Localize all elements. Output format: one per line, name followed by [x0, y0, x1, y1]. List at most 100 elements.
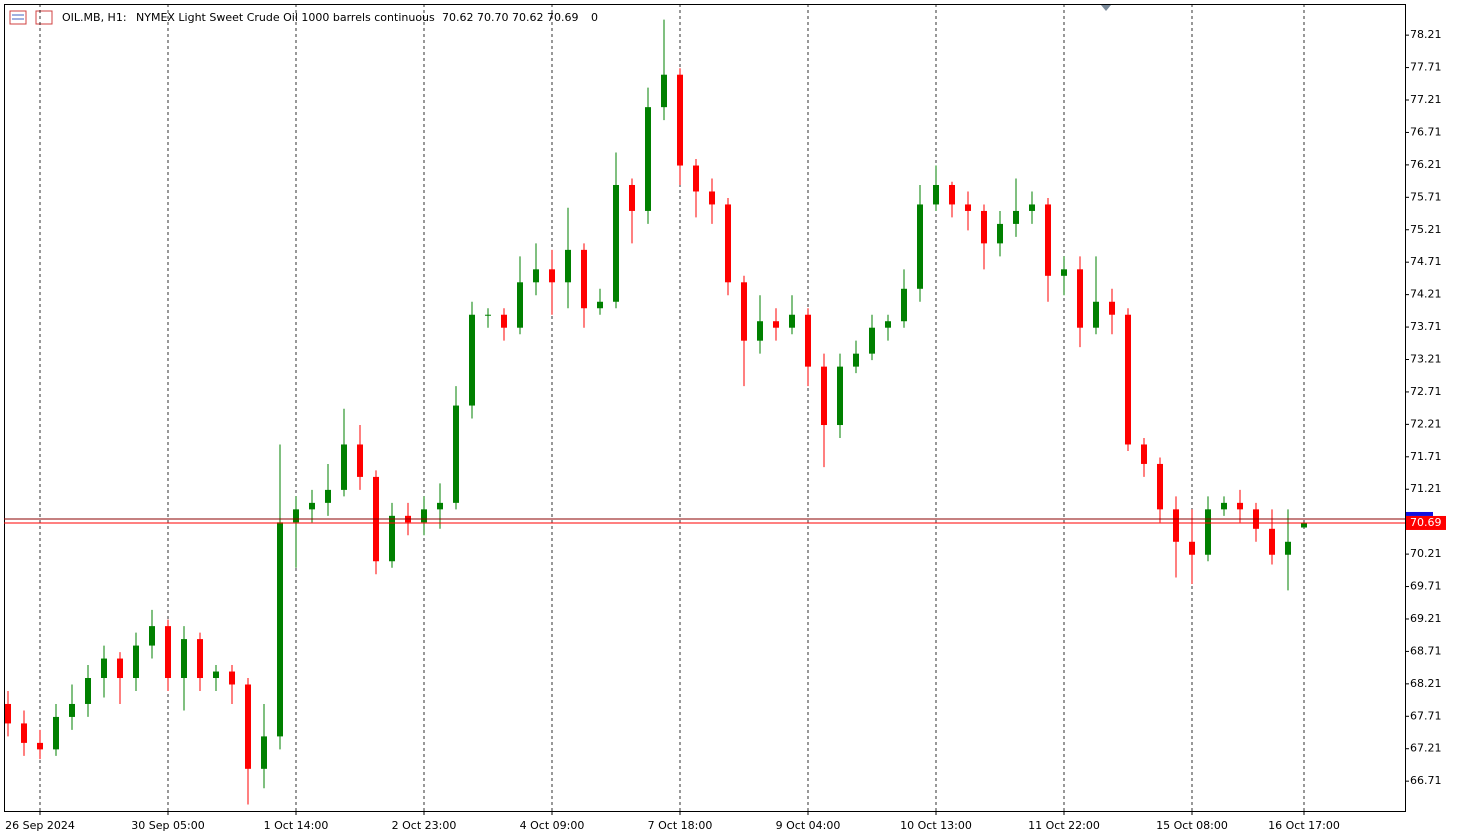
candle-body — [1013, 210, 1019, 224]
candle-body — [389, 515, 395, 562]
candle-body — [261, 736, 267, 769]
y-tick-label: 77.71 — [1410, 61, 1442, 74]
candle-body — [565, 249, 571, 283]
candle-body — [245, 684, 251, 769]
candle-body — [1157, 463, 1163, 510]
y-tick-label: 68.71 — [1410, 644, 1442, 657]
menu-icon[interactable] — [9, 10, 27, 25]
price-tag-label: 70.69 — [1410, 516, 1442, 529]
candle-body — [597, 301, 603, 309]
candle-body — [1141, 444, 1147, 464]
candle-body — [853, 353, 859, 367]
candle-body — [469, 314, 475, 406]
candle-body — [165, 626, 171, 679]
candle-body — [949, 184, 955, 205]
candle-body — [133, 645, 139, 679]
candle-body — [677, 74, 683, 166]
x-tick-label: 10 Oct 13:00 — [900, 819, 972, 832]
candle-body — [501, 314, 507, 328]
candle-body — [341, 444, 347, 490]
candle-body — [5, 703, 11, 724]
x-tick-label: 11 Oct 22:00 — [1028, 819, 1100, 832]
y-tick-label: 73.71 — [1410, 320, 1442, 333]
candle-body — [997, 223, 1003, 244]
candle-body — [709, 191, 715, 205]
ohlc: 70.62 70.70 70.62 70.69 — [442, 11, 578, 24]
candle-body — [917, 204, 923, 289]
y-tick-label: 71.71 — [1410, 450, 1442, 463]
candle-body — [549, 269, 555, 283]
candle-body — [149, 626, 155, 646]
candle-body — [837, 366, 843, 426]
candle-body — [629, 184, 635, 211]
candle-body — [933, 184, 939, 205]
candle-body — [869, 327, 875, 354]
candle-body — [1301, 522, 1307, 528]
spread: 0 — [591, 11, 598, 24]
x-tick-label: 7 Oct 18:00 — [648, 819, 713, 832]
candle-body — [773, 321, 779, 328]
candle-body — [981, 210, 987, 244]
candle-body — [357, 444, 363, 477]
y-tick-label: 66.71 — [1410, 774, 1442, 787]
x-tick-label: 26 Sep 2024 — [5, 819, 75, 832]
y-tick-label: 75.71 — [1410, 190, 1442, 203]
candle-body — [485, 314, 491, 316]
candle-body — [661, 74, 667, 108]
x-tick-label: 1 Oct 14:00 — [264, 819, 329, 832]
y-tick-label: 69.71 — [1410, 580, 1442, 593]
candle-body — [725, 204, 731, 283]
candle-body — [1221, 502, 1227, 510]
shift-marker[interactable] — [1101, 5, 1111, 11]
candle-body — [453, 405, 459, 503]
candle-body — [293, 509, 299, 523]
plot-frame — [4, 4, 1406, 812]
y-tick-label: 69.21 — [1410, 612, 1442, 625]
candle-body — [1061, 269, 1067, 276]
candle-body — [309, 502, 315, 510]
candle-body — [325, 489, 331, 503]
candle-body — [1029, 204, 1035, 211]
candle-body — [117, 658, 123, 679]
y-tick-label: 68.21 — [1410, 677, 1442, 690]
candle-body — [21, 723, 27, 743]
candle-body — [757, 321, 763, 341]
ask-tag — [1406, 511, 1433, 516]
candle-body — [1189, 541, 1195, 555]
y-tick-label: 75.21 — [1410, 223, 1442, 236]
y-tick-label: 70.21 — [1410, 547, 1442, 560]
candle-body — [197, 639, 203, 679]
candle-body — [805, 314, 811, 367]
candle-body — [533, 269, 539, 283]
candle-body — [421, 509, 427, 523]
x-tick-label: 9 Oct 04:00 — [776, 819, 841, 832]
candle-body — [1269, 528, 1275, 555]
candle-body — [101, 658, 107, 679]
y-tick-label: 72.21 — [1410, 417, 1442, 430]
candle-body — [1125, 314, 1131, 445]
candle-body — [85, 678, 91, 704]
candle-body — [1077, 269, 1083, 328]
candle-body — [1045, 204, 1051, 276]
candle-body — [229, 671, 235, 685]
y-tick-label: 76.21 — [1410, 158, 1442, 171]
y-tick-label: 73.21 — [1410, 352, 1442, 365]
header: OIL.MB, H1: NYMEX Light Sweet Crude Oil … — [9, 10, 598, 25]
x-tick-label: 2 Oct 23:00 — [392, 819, 457, 832]
y-tick-label: 72.71 — [1410, 385, 1442, 398]
y-tick-label: 67.21 — [1410, 742, 1442, 755]
x-tick-label: 4 Oct 09:00 — [520, 819, 585, 832]
y-tick-label: 77.21 — [1410, 93, 1442, 106]
candle-body — [821, 366, 827, 426]
candle-body — [645, 107, 651, 211]
y-tick-label: 78.21 — [1410, 28, 1442, 41]
candle-body — [965, 204, 971, 211]
candle-body — [213, 671, 219, 679]
y-tick-label: 76.71 — [1410, 125, 1442, 138]
symbol: OIL.MB, H1: — [62, 11, 127, 24]
chart-icon[interactable] — [35, 10, 53, 25]
candle-body — [69, 703, 75, 717]
candle-body — [517, 282, 523, 328]
candle-body — [277, 522, 283, 737]
